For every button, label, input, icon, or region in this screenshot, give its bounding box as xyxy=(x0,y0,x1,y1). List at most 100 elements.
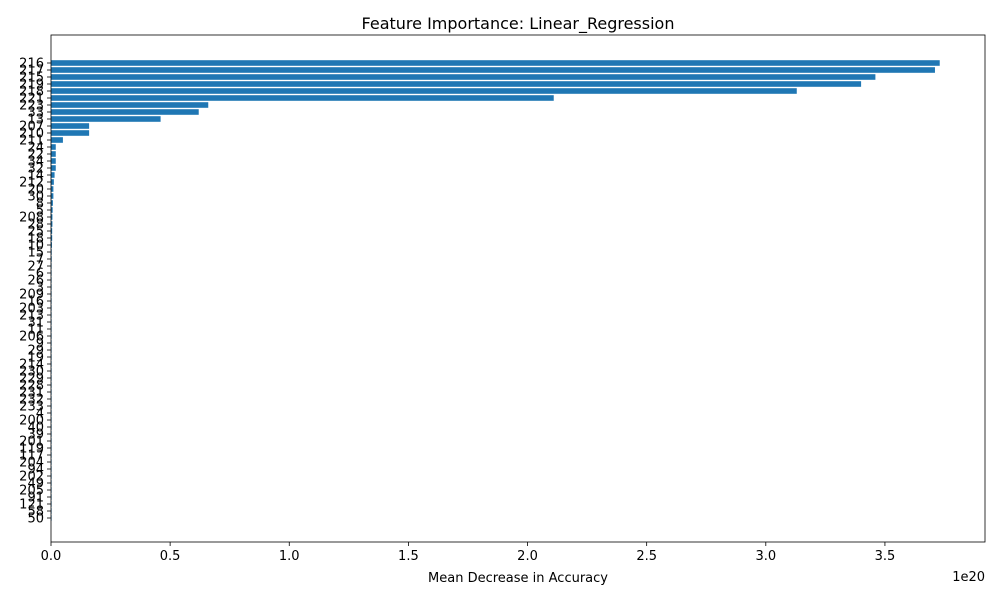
x-axis-ticks: 0.0 0.5 1.0 1.5 2.0 2.5 3.0 3.5 xyxy=(41,542,896,564)
y-tick-label: 20 xyxy=(27,183,44,198)
bar-221 xyxy=(51,95,554,101)
y-tick-label: 221 xyxy=(19,92,44,107)
y-tick-label: 32 xyxy=(27,162,44,177)
y-tick-label: 230 xyxy=(19,365,44,380)
y-tick-label: 216 xyxy=(19,57,44,72)
x-tick-label: 2.5 xyxy=(636,549,657,564)
x-tick-label: 3.0 xyxy=(755,549,776,564)
y-tick-label: 7 xyxy=(36,253,44,268)
y-tick-label: 121 xyxy=(19,498,44,513)
y-tick-label: 231 xyxy=(19,386,44,401)
y-tick-label: 27 xyxy=(27,260,44,275)
bar-210 xyxy=(51,130,90,136)
bar-212 xyxy=(51,179,54,185)
y-tick-label: 39 xyxy=(27,428,44,443)
y-tick-label: 5 xyxy=(36,204,44,219)
bar-28 xyxy=(51,221,53,227)
bar-215 xyxy=(51,74,876,80)
bar-13 xyxy=(51,116,161,122)
y-tick-label: 201 xyxy=(19,435,44,450)
y-tick-label: 210 xyxy=(19,127,44,142)
y-tick-label: 50 xyxy=(27,512,44,527)
x-tick-label: 1.5 xyxy=(398,549,419,564)
y-tick-label: 223 xyxy=(19,99,44,114)
y-tick-label: 22 xyxy=(27,148,44,163)
bar-219 xyxy=(51,81,862,87)
plot-frame xyxy=(50,34,986,543)
y-tick-label: 8 xyxy=(36,197,44,212)
y-tick-label: 233 xyxy=(19,400,44,415)
y-tick-label: 217 xyxy=(19,64,44,79)
y-tick-label: 13 xyxy=(27,113,44,128)
y-tick-label: 200 xyxy=(19,414,44,429)
y-tick-label: 211 xyxy=(19,134,44,149)
bar-8 xyxy=(51,200,53,206)
y-tick-label: 202 xyxy=(19,470,44,485)
y-tick-label: 212 xyxy=(19,176,44,191)
y-tick-label: 208 xyxy=(19,211,44,226)
y-tick-label: 228 xyxy=(19,379,44,394)
y-tick-label: 94 xyxy=(27,463,44,478)
y-tick-label: 25 xyxy=(27,225,44,240)
y-tick-label: 218 xyxy=(19,85,44,100)
y-tick-label: 213 xyxy=(19,309,44,324)
bar-34 xyxy=(51,158,56,164)
y-axis-ticks: 2162172152192182212233313207210211242234… xyxy=(19,57,51,527)
y-tick-label: 40 xyxy=(27,421,44,436)
bar-30 xyxy=(51,193,54,199)
x-tick-label: 0.5 xyxy=(160,549,181,564)
y-tick-label: 3 xyxy=(36,281,44,296)
y-tick-label: 26 xyxy=(27,274,44,289)
y-tick-label: 14 xyxy=(27,169,44,184)
chart-title: Feature Importance: Linear_Regression xyxy=(362,14,675,34)
y-tick-label: 209 xyxy=(19,288,44,303)
y-tick-label: 229 xyxy=(19,372,44,387)
y-tick-label: 31 xyxy=(27,316,44,331)
y-tick-label: 205 xyxy=(19,484,44,499)
y-tick-label: 6 xyxy=(36,267,44,282)
y-tick-label: 4 xyxy=(36,407,44,422)
bar-22 xyxy=(51,151,56,157)
y-tick-label: 204 xyxy=(19,456,44,471)
y-tick-label: 203 xyxy=(19,302,44,317)
y-tick-label: 19 xyxy=(27,351,44,366)
y-tick-label: 215 xyxy=(19,71,44,86)
bar-32 xyxy=(51,165,56,171)
y-tick-label: 30 xyxy=(27,190,44,205)
y-tick-label: 28 xyxy=(27,218,44,233)
y-tick-label: 11 xyxy=(27,323,44,338)
bar-208 xyxy=(51,214,53,220)
bar-25 xyxy=(51,228,53,234)
y-tick-label: 34 xyxy=(27,155,44,170)
y-tick-label: 206 xyxy=(19,330,44,345)
x-axis-label: Mean Decrease in Accuracy xyxy=(428,571,608,586)
bar-14 xyxy=(51,172,55,178)
y-tick-label: 9 xyxy=(36,337,44,352)
y-tick-label: 18 xyxy=(27,232,44,247)
y-tick-label: 29 xyxy=(27,344,44,359)
y-tick-label: 15 xyxy=(27,246,44,261)
bar-217 xyxy=(51,67,935,73)
x-axis-offset-label: 1e20 xyxy=(952,570,985,585)
bar-216 xyxy=(51,60,940,66)
y-tick-label: 119 xyxy=(19,442,44,457)
y-tick-label: 10 xyxy=(27,239,44,254)
bar-10 xyxy=(51,242,52,248)
x-tick-label: 3.5 xyxy=(875,549,896,564)
x-tick-label: 0.0 xyxy=(41,549,62,564)
bar-207 xyxy=(51,123,90,129)
bar-20 xyxy=(51,186,54,192)
y-tick-label: 219 xyxy=(19,78,44,93)
bar-218 xyxy=(51,88,797,94)
y-tick-label: 232 xyxy=(19,393,44,408)
bar-33 xyxy=(51,109,199,115)
bar-18 xyxy=(51,235,53,241)
bar-5 xyxy=(51,207,53,213)
y-tick-label: 16 xyxy=(27,295,44,310)
y-tick-label: 58 xyxy=(27,505,44,520)
bar-211 xyxy=(51,137,63,143)
y-tick-label: 49 xyxy=(27,477,44,492)
y-tick-label: 117 xyxy=(19,449,44,464)
y-tick-label: 24 xyxy=(27,141,44,156)
